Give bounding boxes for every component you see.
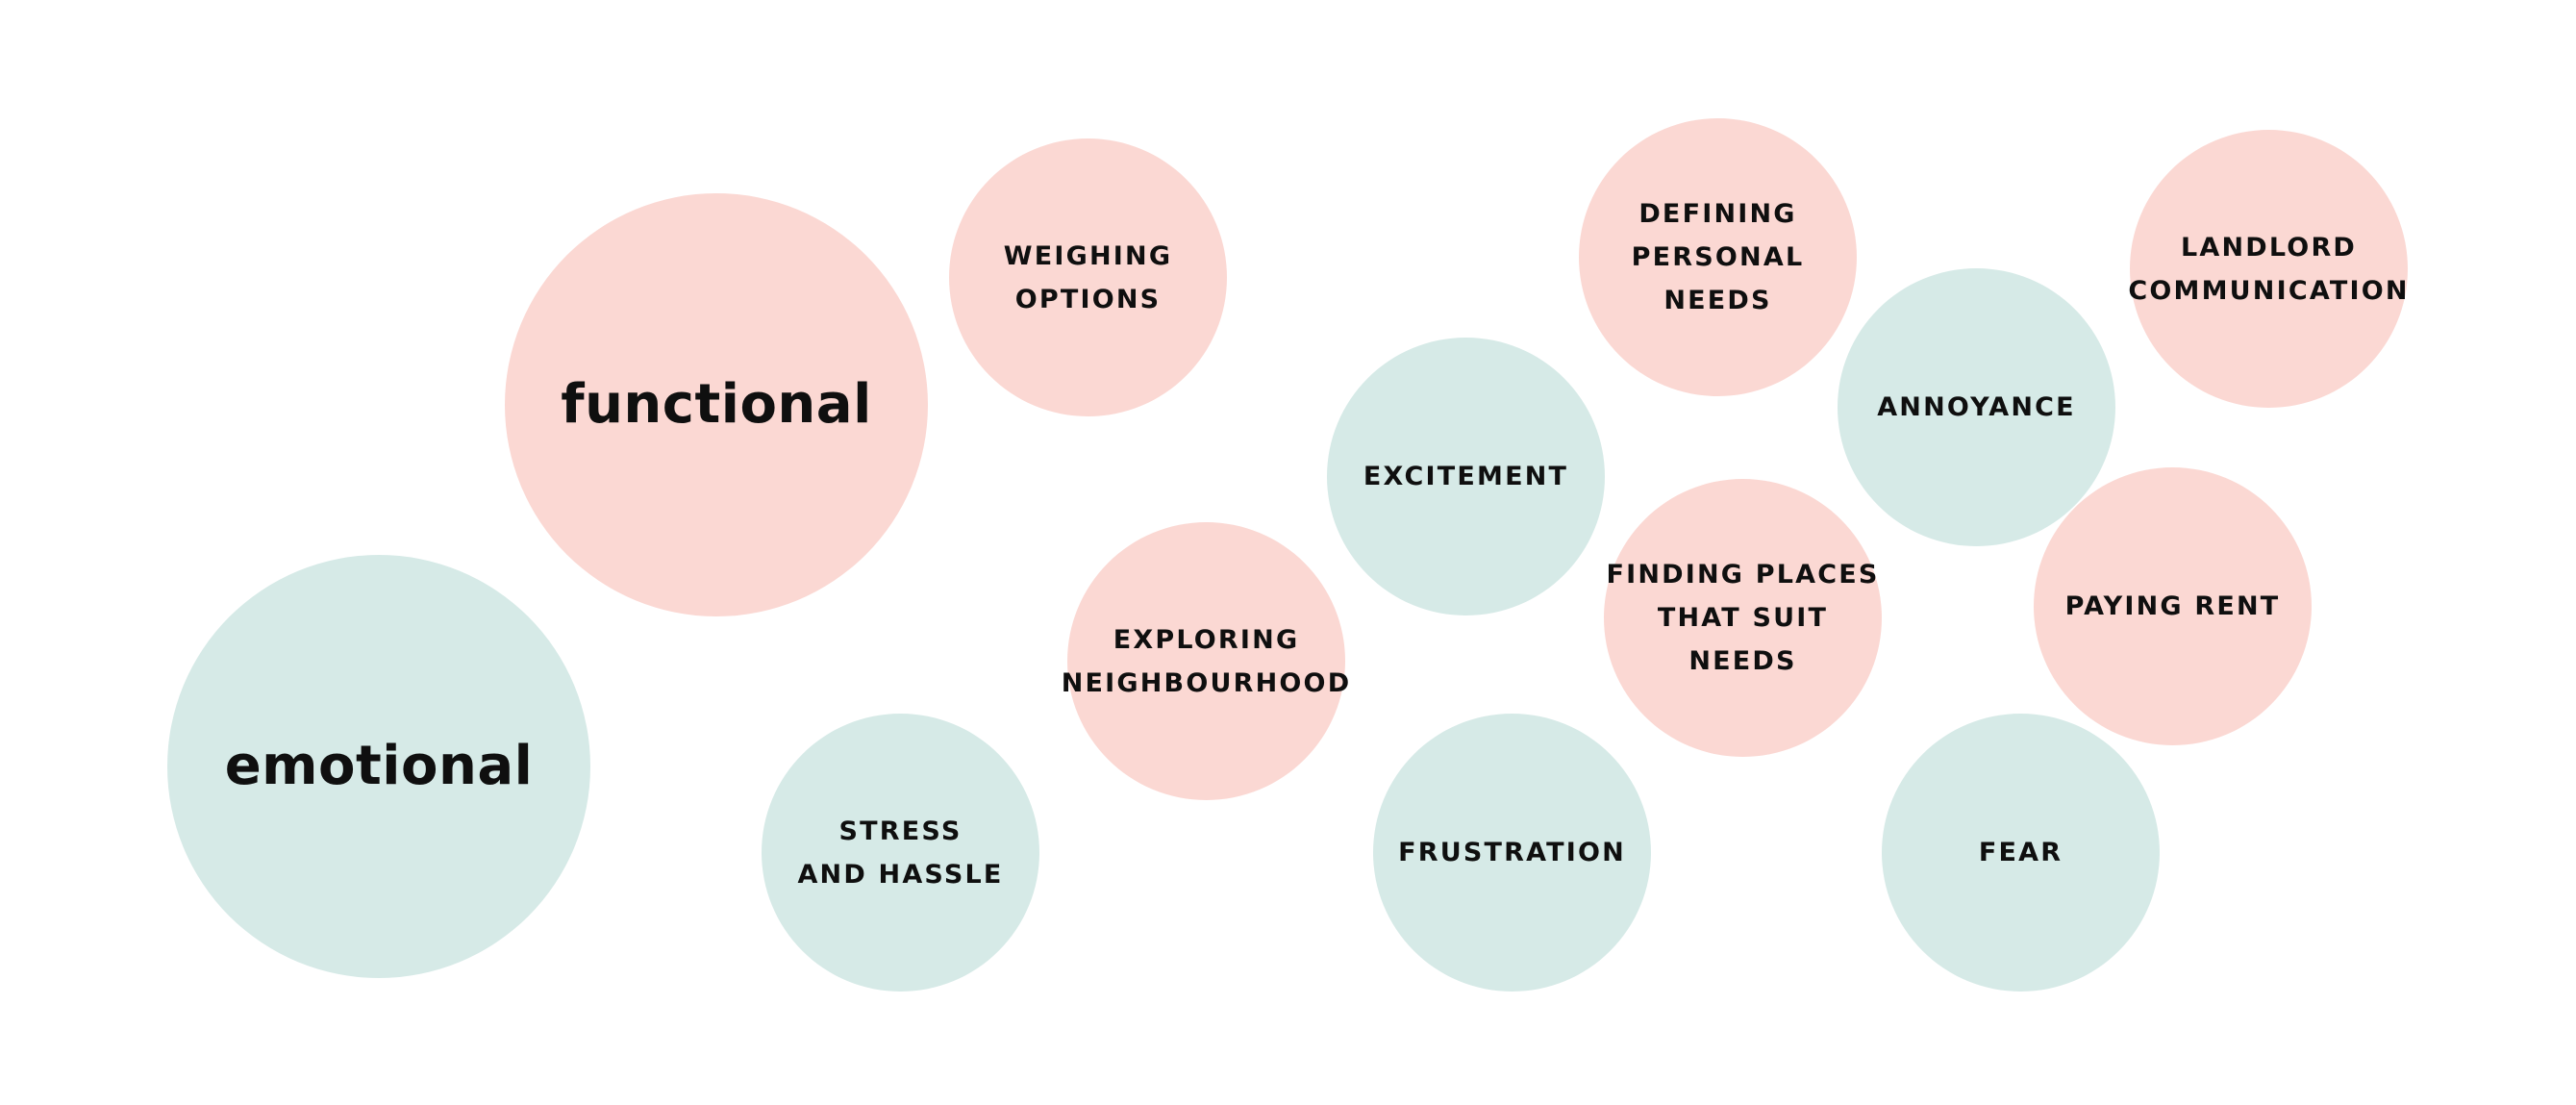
annoyance-label: ANNOYANCE (1877, 392, 2076, 422)
landlord-communication-label: LANDLORD COMMUNICATION (2128, 232, 2410, 306)
stress-and-hassle-label: STRESS AND HASSLE (797, 816, 1004, 890)
landlord-communication-bubble: LANDLORD COMMUNICATION (2128, 130, 2410, 408)
finding-places-label: FINDING PLACES THAT SUIT NEEDS (1606, 560, 1880, 676)
functional-category-label: functional (561, 373, 872, 436)
frustration-bubble: FRUSTRATION (1373, 714, 1651, 992)
functional-category-bubble: functional (505, 193, 928, 616)
weighing-options-bubble: WEIGHING OPTIONS (949, 138, 1227, 416)
excitement-label: EXCITEMENT (1363, 462, 1569, 491)
exploring-neighbourhood-label: EXPLORING NEIGHBOURHOOD (1061, 624, 1352, 698)
finding-places-bubble: FINDING PLACES THAT SUIT NEEDS (1604, 479, 1882, 757)
emotional-category-bubble: emotional (167, 555, 590, 978)
annoyance-bubble: ANNOYANCE (1838, 268, 2115, 546)
fear-label: FEAR (1978, 838, 2063, 867)
frustration-label: FRUSTRATION (1398, 838, 1626, 867)
fear-bubble: FEAR (1882, 714, 2160, 992)
paying-rent-bubble: PAYING RENT (2034, 467, 2312, 745)
stress-and-hassle-bubble: STRESS AND HASSLE (762, 714, 1039, 992)
exploring-neighbourhood-bubble: EXPLORING NEIGHBOURHOOD (1062, 522, 1349, 800)
defining-personal-needs-label: DEFINING PERSONAL NEEDS (1631, 199, 1805, 315)
defining-personal-needs-bubble: DEFINING PERSONAL NEEDS (1579, 118, 1857, 396)
paying-rent-label: PAYING RENT (2064, 591, 2281, 621)
weighing-options-label: WEIGHING OPTIONS (1003, 240, 1173, 314)
excitement-bubble: EXCITEMENT (1327, 338, 1605, 615)
emotional-category-label: emotional (224, 735, 534, 797)
